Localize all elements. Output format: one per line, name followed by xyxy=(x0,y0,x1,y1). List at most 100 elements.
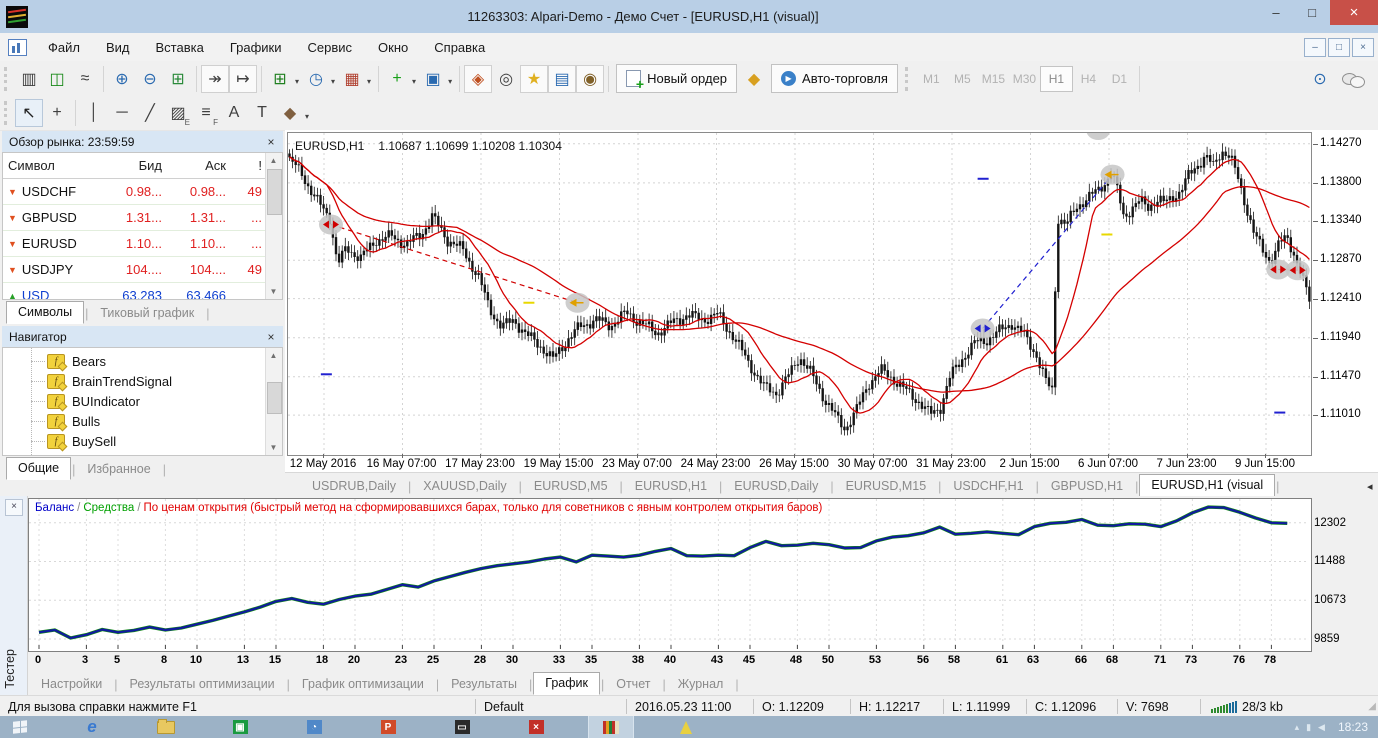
tile-cascade-icon[interactable]: ▣ xyxy=(425,70,441,88)
add-indicator-icon[interactable]: + xyxy=(392,69,402,87)
scroll-up-icon[interactable]: ▲ xyxy=(266,348,281,363)
chart-tab-EURUSD,M15[interactable]: EURUSD,M15 xyxy=(845,479,927,493)
maximize-button[interactable]: □ xyxy=(1308,5,1316,20)
chart-tab-USDCHF,H1[interactable]: USDCHF,H1 xyxy=(953,479,1024,493)
timeframe-M5[interactable]: M5 xyxy=(954,71,971,86)
tray-network-icon[interactable]: ▮ xyxy=(1306,721,1312,732)
menu-Справка[interactable]: Справка xyxy=(434,39,486,55)
market-row-EURUSD[interactable]: ▼ EURUSD 1.10... 1.10...... xyxy=(3,231,282,257)
taskbar-red-x-app-icon[interactable]: × xyxy=(514,716,558,738)
toolbar-drag-handle[interactable] xyxy=(4,101,12,125)
close-icon[interactable]: × xyxy=(267,329,275,344)
cursor-tool-icon[interactable]: ↖ xyxy=(15,99,43,127)
tile-windows-icon[interactable]: ⊞ xyxy=(171,70,185,88)
new-chart-icon-dropdown[interactable]: ▾ xyxy=(295,77,300,86)
zoom-in-icon[interactable]: ⊕ xyxy=(115,70,129,88)
scroll-down-icon[interactable]: ▼ xyxy=(266,440,281,455)
tester-tab-График[interactable]: График xyxy=(533,672,600,695)
navigator-tab-Общие[interactable]: Общие xyxy=(6,457,72,480)
system-tray[interactable]: ▴ ▮ ◀ 18:23 xyxy=(1295,720,1378,734)
nav-item-BrainTrendSignal[interactable]: f BrainTrendSignal xyxy=(3,371,282,391)
crosshair-tool-icon[interactable]: + xyxy=(52,104,62,121)
tester-tab-Результаты оптимизации[interactable]: Результаты оптимизации xyxy=(129,677,275,691)
column-header[interactable]: Бид xyxy=(138,158,162,173)
mdi-minimize-button[interactable]: – xyxy=(1304,37,1326,57)
history-center-icon[interactable]: ◆ xyxy=(747,70,761,88)
tabs-scroll-left-icon[interactable]: ◂ xyxy=(1366,481,1373,493)
chart-tab-EURUSD,M5[interactable]: EURUSD,M5 xyxy=(533,479,608,493)
close-button[interactable]: × xyxy=(1330,0,1378,25)
menu-Окно[interactable]: Окно xyxy=(378,39,409,55)
menu-Сервис[interactable]: Сервис xyxy=(307,39,353,55)
chart-tab-USDRUB,Daily[interactable]: USDRUB,Daily xyxy=(312,479,397,493)
market-watch-tab-Тиковый график[interactable]: Тиковый график xyxy=(100,306,195,320)
price-chart-canvas[interactable]: EURUSD,H1 1.10687 1.10699 1.10208 1.10304 xyxy=(287,132,1312,456)
menu-Вид[interactable]: Вид xyxy=(105,39,130,55)
add-indicator-icon-dropdown[interactable]: ▾ xyxy=(412,77,417,86)
taskbar-monitor-app-icon[interactable]: ▭ xyxy=(440,716,484,738)
scroll-thumb[interactable] xyxy=(267,382,282,414)
tray-volume-icon[interactable]: ◀ xyxy=(1318,721,1325,732)
timeframe-H1[interactable]: H1 xyxy=(1039,65,1073,92)
vertical-line-tool-icon[interactable]: │ xyxy=(89,104,99,121)
templates-icon-dropdown[interactable]: ▾ xyxy=(367,77,372,86)
taskbar-ie-icon[interactable]: e xyxy=(87,717,97,736)
scroll-down-icon[interactable]: ▼ xyxy=(266,284,281,299)
symbol-search-icon[interactable]: ⊙ xyxy=(1313,70,1327,88)
balance-chart-canvas[interactable]: Баланс / Средства / По ценам открытия (быстр… xyxy=(28,498,1312,652)
scroll-thumb[interactable] xyxy=(267,169,282,215)
scroll-up-icon[interactable]: ▲ xyxy=(266,153,281,168)
favorites-icon[interactable]: ★ xyxy=(520,64,549,93)
taskbar-blue-app-icon[interactable]: ◔ xyxy=(292,716,336,738)
market-row-USDCHF[interactable]: ▼ USDCHF 0.98... 0.98... 49 xyxy=(3,179,282,205)
nav-item-Bulls[interactable]: f Bulls xyxy=(3,411,282,431)
close-icon[interactable]: × xyxy=(267,134,275,149)
nav-item-BUIndicator[interactable]: f BUIndicator xyxy=(3,391,282,411)
templates-icon[interactable]: ▦ xyxy=(344,70,360,88)
toolbar-drag-handle[interactable] xyxy=(904,66,913,91)
timeframe-M15[interactable]: M15 xyxy=(981,71,1006,86)
column-header[interactable]: Аск xyxy=(205,158,226,173)
timeframe-H4[interactable]: H4 xyxy=(1080,71,1097,86)
auto-scroll-icon[interactable]: ↠ xyxy=(201,64,229,93)
taskbar-explorer-icon[interactable] xyxy=(144,716,188,738)
tester-tab-Журнал[interactable]: Журнал xyxy=(677,677,724,691)
zoom-out-icon[interactable]: ⊖ xyxy=(143,70,157,88)
line-chart-icon[interactable]: ≈ xyxy=(80,69,90,87)
status-profile[interactable]: Default xyxy=(484,699,524,714)
market-watch-tab-Символы[interactable]: Символы xyxy=(6,301,85,324)
tester-tab-Настройки[interactable]: Настройки xyxy=(41,677,103,691)
arrows-tool-icon-dropdown[interactable]: ▾ xyxy=(305,111,310,121)
toolbar-drag-handle[interactable] xyxy=(4,66,12,91)
autotrade-button[interactable]: ▶ Авто-торговля xyxy=(771,64,898,93)
chart-tab-EURUSD,H1 (visual[interactable]: EURUSD,H1 (visual xyxy=(1139,474,1276,497)
tester-tab-График оптимизации[interactable]: График оптимизации xyxy=(301,677,424,691)
expert-advisors-icon[interactable]: ◈ xyxy=(464,64,493,93)
tray-hidden-icons[interactable]: ▴ xyxy=(1294,721,1300,732)
nav-item-BuySell[interactable]: f BuySell xyxy=(3,431,282,451)
timeframe-M30[interactable]: M30 xyxy=(1012,71,1037,86)
bar-chart-icon[interactable]: ▥ xyxy=(21,70,37,88)
close-icon[interactable]: × xyxy=(5,499,23,516)
tile-cascade-icon-dropdown[interactable]: ▾ xyxy=(448,77,453,86)
nav-item-Bears[interactable]: f Bears xyxy=(3,351,282,371)
column-header[interactable]: ! xyxy=(258,158,262,173)
chat-icon[interactable] xyxy=(1342,71,1365,88)
market-watch-scrollbar[interactable]: ▲ ▼ xyxy=(265,153,282,299)
tester-tab-Результаты[interactable]: Результаты xyxy=(451,677,518,691)
data-window-icon[interactable]: ▤ xyxy=(548,64,577,93)
start-button[interactable] xyxy=(0,716,40,738)
arrows-tool-icon[interactable]: ◆ xyxy=(283,105,297,122)
text-tool-icon[interactable]: A xyxy=(228,104,240,121)
taskbar-clock[interactable]: 18:23 xyxy=(1337,720,1368,734)
chart-shift-icon[interactable]: ↦ xyxy=(229,64,257,93)
candlestick-chart-icon[interactable]: ◫ xyxy=(49,70,65,88)
menu-Файл[interactable]: Файл xyxy=(48,39,80,55)
chart-tab-EURUSD,H1[interactable]: EURUSD,H1 xyxy=(634,479,708,493)
new-chart-icon[interactable]: ⊞ xyxy=(273,70,287,88)
taskbar-mt4-icon[interactable] xyxy=(588,716,634,738)
chart-tab-GBPUSD,H1[interactable]: GBPUSD,H1 xyxy=(1050,479,1124,493)
taskbar-office-app-icon[interactable]: P xyxy=(366,716,410,738)
periods-icon-dropdown[interactable]: ▾ xyxy=(331,77,336,86)
equidistant-channel-tool-icon[interactable]: ▨ E xyxy=(170,105,190,127)
